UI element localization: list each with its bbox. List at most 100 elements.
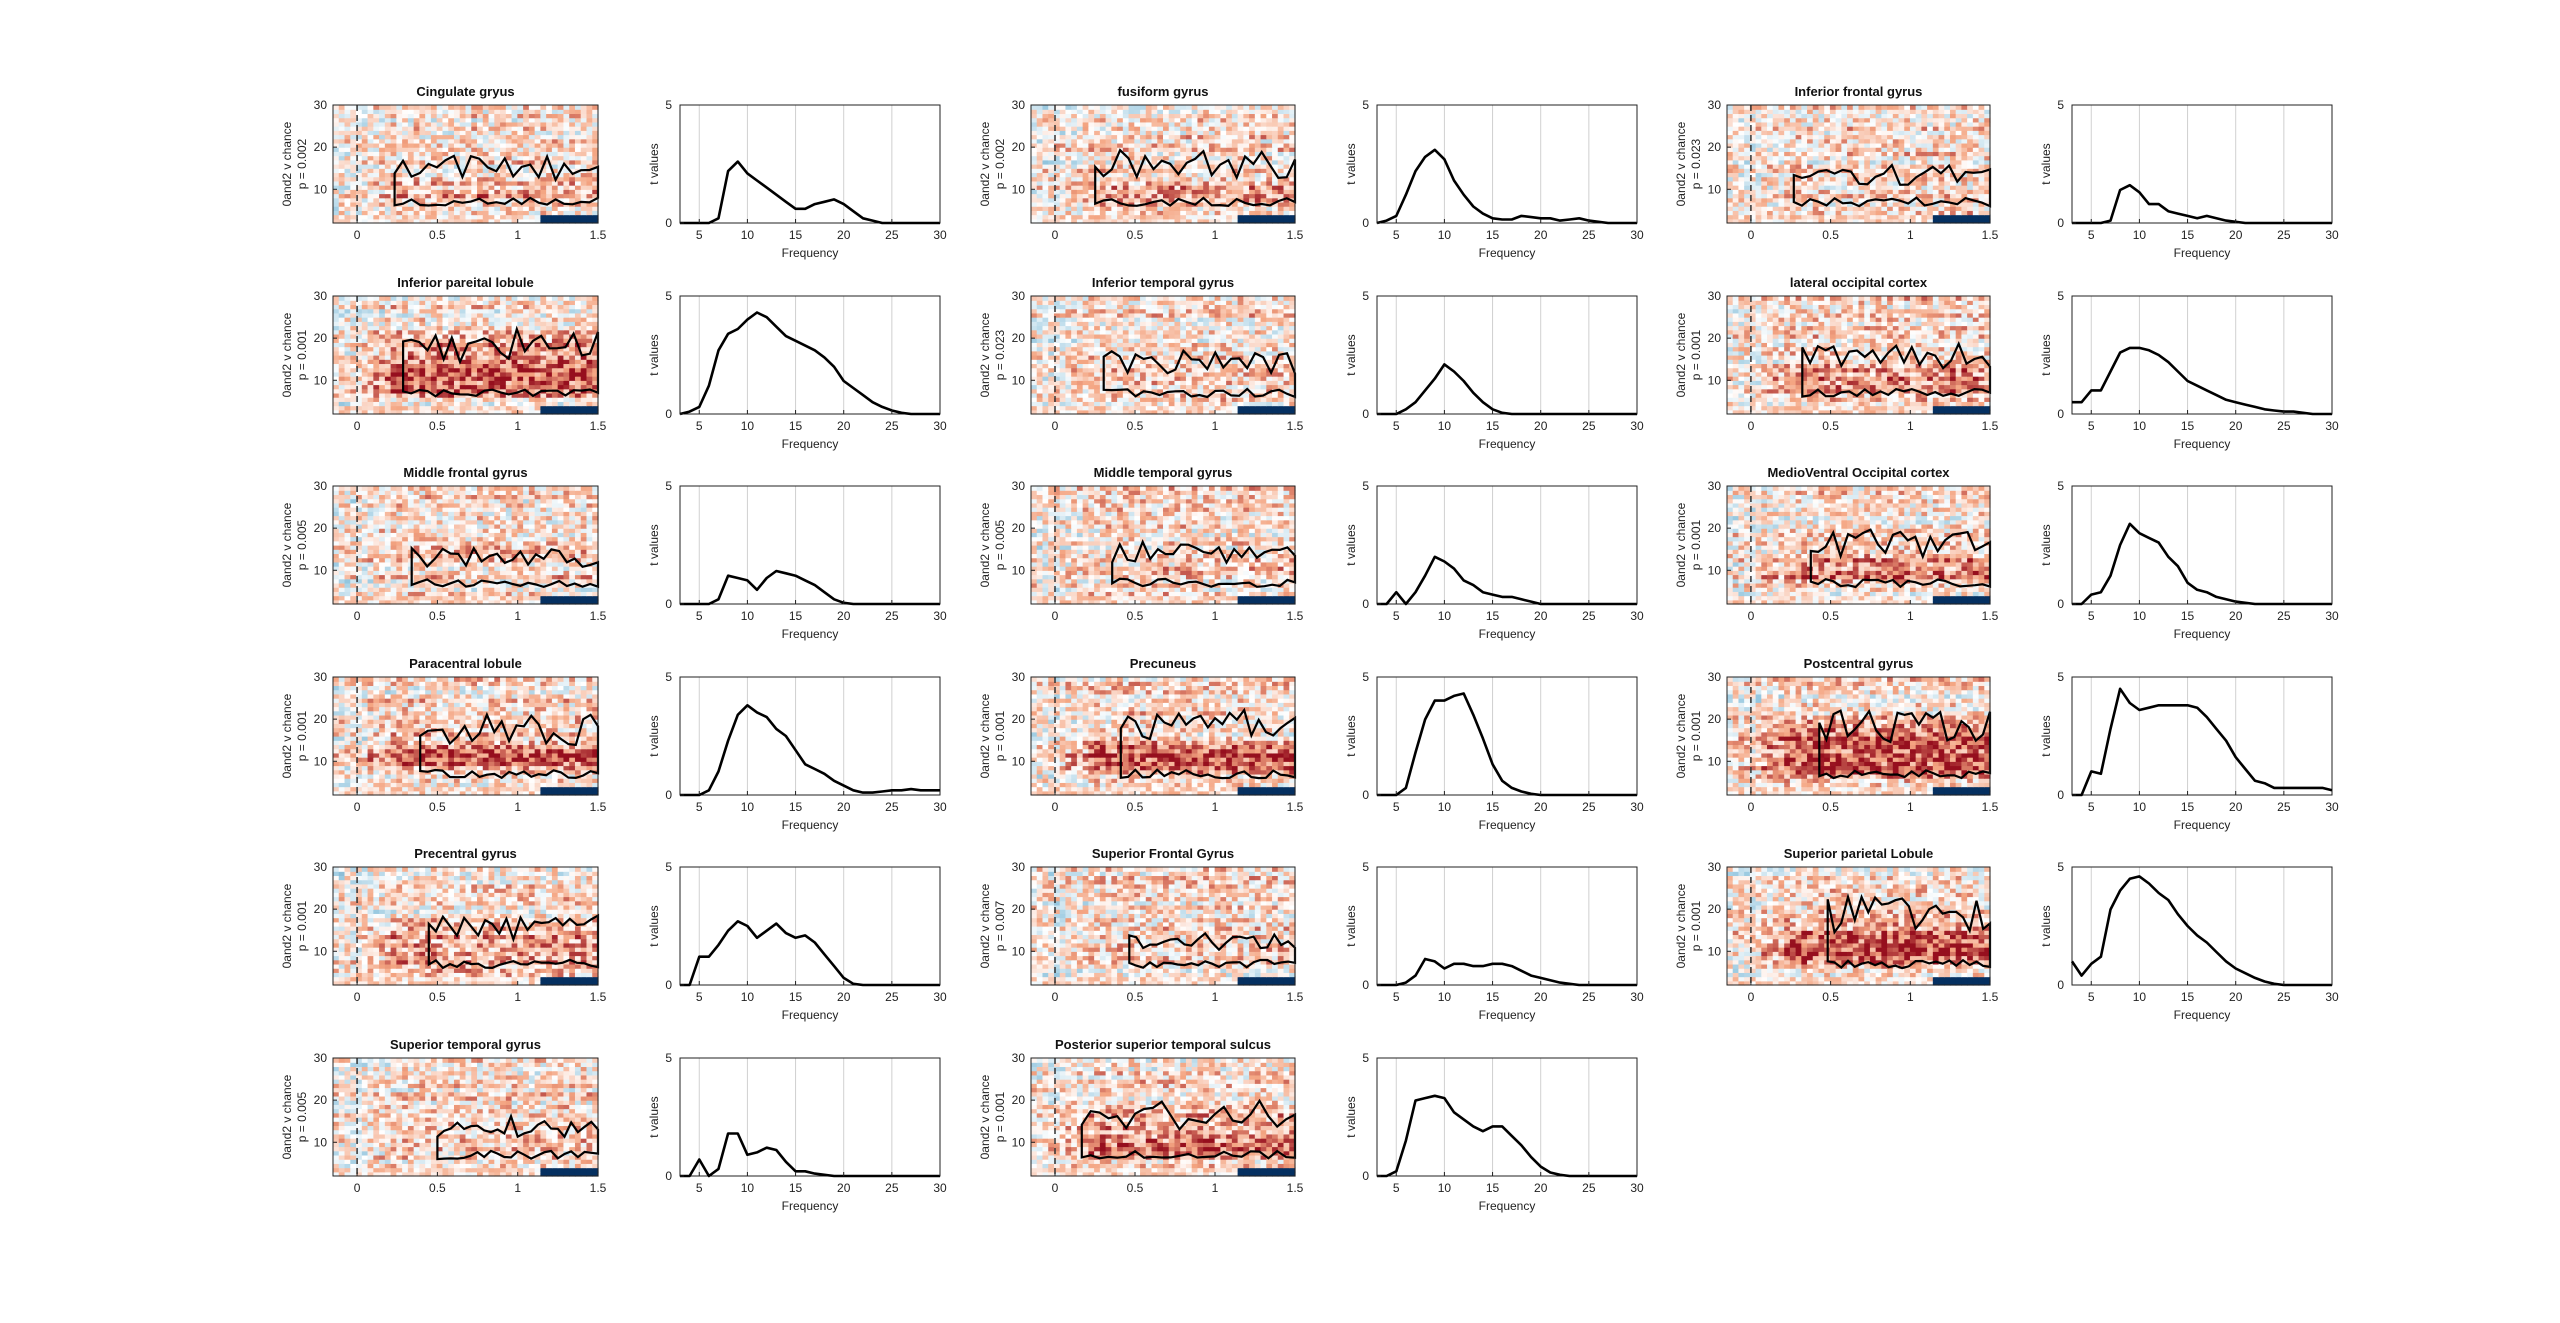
heatmap-cell	[1272, 147, 1279, 152]
heatmap-cell	[1185, 138, 1193, 144]
heatmap-cell	[511, 138, 518, 144]
heatmap-cell	[1048, 109, 1055, 115]
heatmap-cell	[1732, 210, 1740, 216]
heatmap-cell	[1927, 138, 1934, 144]
heatmap-cell	[1140, 206, 1147, 211]
heatmap-cell	[1111, 113, 1118, 119]
heatmap-cell	[546, 142, 553, 148]
heatmap-cell	[448, 401, 455, 407]
heatmap-cell	[361, 185, 369, 190]
heatmap-cell	[1260, 105, 1267, 110]
heatmap-cell	[1111, 214, 1118, 220]
heatmap-cell	[1174, 109, 1181, 115]
heatmap-cell	[1938, 126, 1945, 131]
heatmap-cell	[1243, 210, 1250, 216]
heatmap-cell	[1835, 126, 1842, 131]
heatmap-cell	[1163, 117, 1170, 123]
heatmap-cell	[344, 397, 351, 402]
heatmap-cell	[459, 329, 467, 335]
heatmap-cell	[390, 155, 397, 161]
heatmap-cell	[1117, 151, 1124, 157]
heatmap-cell	[1249, 218, 1256, 224]
heatmap-cell	[1944, 176, 1951, 182]
heatmap-cell	[419, 325, 426, 331]
heatmap-cell	[505, 401, 513, 407]
heatmap-cell	[1904, 105, 1911, 110]
heatmap-cell	[1852, 155, 1860, 161]
heatmap-cell	[1932, 185, 1940, 190]
heatmap-cell	[1761, 117, 1768, 123]
heatmap-cell	[465, 218, 472, 224]
heatmap-cell	[580, 197, 588, 203]
heatmap-cell	[1163, 147, 1170, 152]
tvalue-series-line	[2072, 183, 2332, 225]
heatmap-cell	[1180, 151, 1187, 157]
heatmap-cell	[546, 176, 553, 182]
heatmap-cell	[1214, 172, 1221, 178]
heatmap-cell	[540, 147, 547, 152]
p-value-label: p = 0.002	[295, 138, 309, 189]
heatmap-cell	[580, 371, 588, 377]
heatmap-cell	[1065, 176, 1072, 182]
heatmap-cell	[1082, 180, 1089, 186]
heatmap-cell	[1955, 189, 1963, 195]
heatmap-cell	[333, 363, 340, 369]
heatmap-cell	[1972, 121, 1980, 127]
heatmap-cell	[1824, 206, 1831, 211]
heatmap-cell	[1978, 105, 1985, 110]
heatmap-cell	[333, 121, 340, 127]
heatmap-cell	[379, 346, 386, 352]
heatmap-cell	[338, 197, 346, 203]
heatmap-cell	[540, 113, 547, 119]
heatmap-cell	[1128, 142, 1135, 148]
heatmap-cell	[1105, 142, 1112, 148]
heatmap-cell	[333, 388, 340, 394]
heatmap-cell	[1812, 176, 1820, 182]
heatmap-cell	[546, 355, 553, 360]
heatmap-cell	[540, 155, 547, 161]
heatmap-cell	[1180, 155, 1187, 161]
heatmap-cell	[477, 185, 484, 190]
heatmap-cell	[407, 164, 415, 169]
heatmap-cell	[488, 333, 495, 339]
heatmap-cell	[1197, 121, 1204, 127]
y-tick-label: 0	[665, 216, 672, 230]
heatmap-cell	[1944, 159, 1951, 165]
heatmap-cell	[448, 201, 455, 207]
heatmap-cell	[1254, 151, 1262, 157]
heatmap-cell	[1875, 113, 1882, 119]
heatmap-cell	[1128, 151, 1135, 157]
heatmap-cell	[1932, 193, 1940, 199]
heatmap-cell	[373, 138, 380, 144]
heatmap-cell	[1927, 142, 1934, 148]
heatmap-cell	[1140, 185, 1147, 190]
heatmap-cell	[569, 401, 576, 407]
heatmap-cell	[477, 397, 484, 402]
heatmap-cell	[1134, 105, 1141, 110]
heatmap-cell	[523, 151, 530, 157]
heatmap-cell	[482, 380, 490, 386]
heatmap-cell	[373, 329, 380, 335]
heatmap-cell	[1048, 155, 1055, 161]
heatmap-cell	[1260, 134, 1267, 140]
heatmap-cell	[1197, 180, 1204, 186]
heatmap-cell	[1755, 180, 1762, 186]
heatmap-cell	[488, 214, 495, 220]
heatmap-cell	[1168, 180, 1176, 186]
heatmap-cell	[1755, 164, 1762, 169]
heatmap-cell	[436, 392, 444, 398]
heatmap-cell	[523, 376, 530, 381]
heatmap-cell	[407, 151, 415, 157]
heatmap-cell	[430, 397, 438, 402]
heatmap-cell	[396, 126, 403, 131]
heatmap-cell	[580, 189, 588, 195]
heatmap-cell	[356, 384, 363, 390]
heatmap-cell	[356, 367, 363, 373]
heatmap-cell	[344, 197, 351, 203]
heatmap-cell	[379, 342, 386, 348]
heatmap-cell	[1111, 117, 1118, 123]
heatmap-cell	[344, 384, 351, 390]
heatmap-cell	[1847, 138, 1854, 144]
heatmap-cell	[528, 210, 536, 216]
heatmap-cell	[511, 384, 518, 390]
